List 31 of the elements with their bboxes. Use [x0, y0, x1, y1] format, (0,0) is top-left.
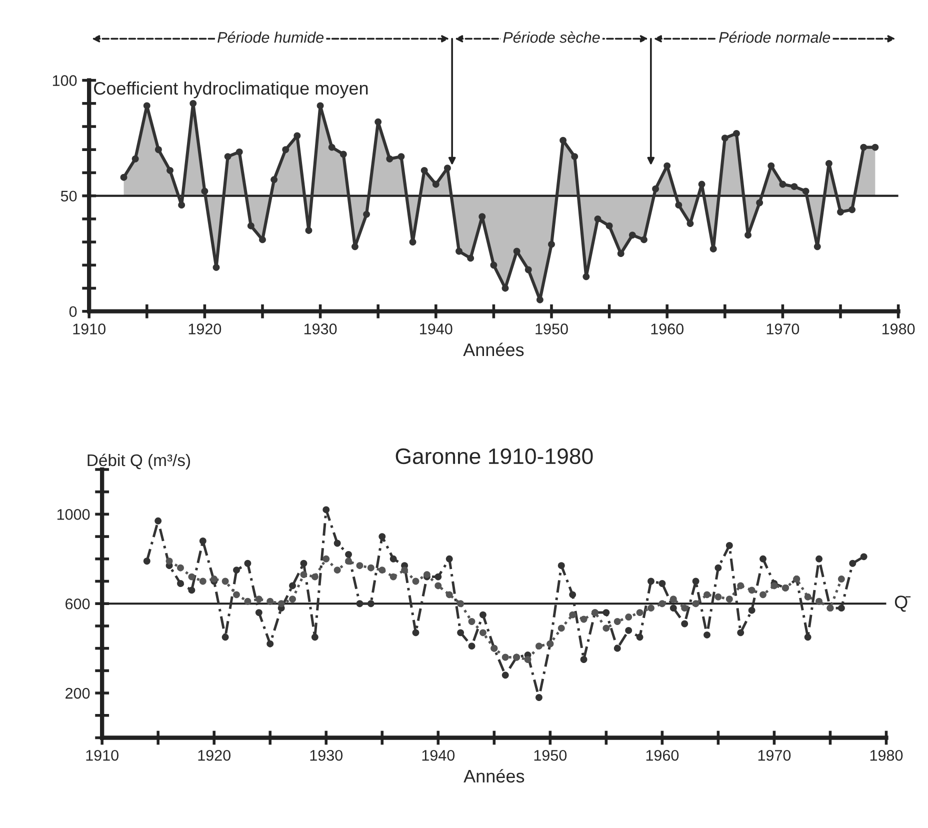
y-axis-title: Coefficient hydroclimatique moyen — [94, 81, 368, 98]
x-tick-label: 1910 — [86, 750, 118, 761]
y-tick-label: 0 — [69, 306, 77, 318]
chart-title: Garonne 1910-1980 — [396, 448, 593, 464]
text: Période humide — [218, 31, 324, 43]
x-tick-label: 1970 — [766, 324, 800, 334]
y-axis-title: Débit Q (m³/s) — [88, 454, 190, 470]
x-tick-label: 1960 — [646, 750, 679, 761]
x-tick-label: 1980 — [882, 324, 915, 334]
x-axis-title: Années — [464, 769, 524, 783]
y-tick-label: 50 — [60, 190, 77, 202]
x-tick-label: 1920 — [188, 324, 222, 334]
x-tick-label: 1920 — [198, 750, 230, 761]
x-tick-label: 1940 — [420, 324, 452, 334]
x-tick-label: 1950 — [536, 324, 568, 334]
y-tick-label: 200 — [66, 688, 90, 699]
x-tick-label: 1950 — [534, 750, 567, 761]
x-axis-title: Années — [463, 342, 524, 356]
ref-line-label: Q̄ — [894, 596, 911, 612]
text: Période normale — [719, 31, 830, 43]
x-tick-label: 1930 — [304, 324, 337, 334]
x-tick-label: 1970 — [758, 750, 791, 761]
text: Période sèche — [503, 31, 600, 43]
y-tick-label: 600 — [66, 598, 90, 610]
x-tick-label: 1910 — [73, 324, 106, 334]
x-tick-label: 1960 — [651, 324, 684, 334]
x-tick-label: 1980 — [870, 750, 903, 761]
x-tick-label: 1940 — [422, 750, 455, 761]
y-tick-label: 100 — [52, 75, 77, 86]
x-tick-label: 1930 — [310, 750, 343, 761]
y-tick-label: 1000 — [57, 509, 90, 520]
